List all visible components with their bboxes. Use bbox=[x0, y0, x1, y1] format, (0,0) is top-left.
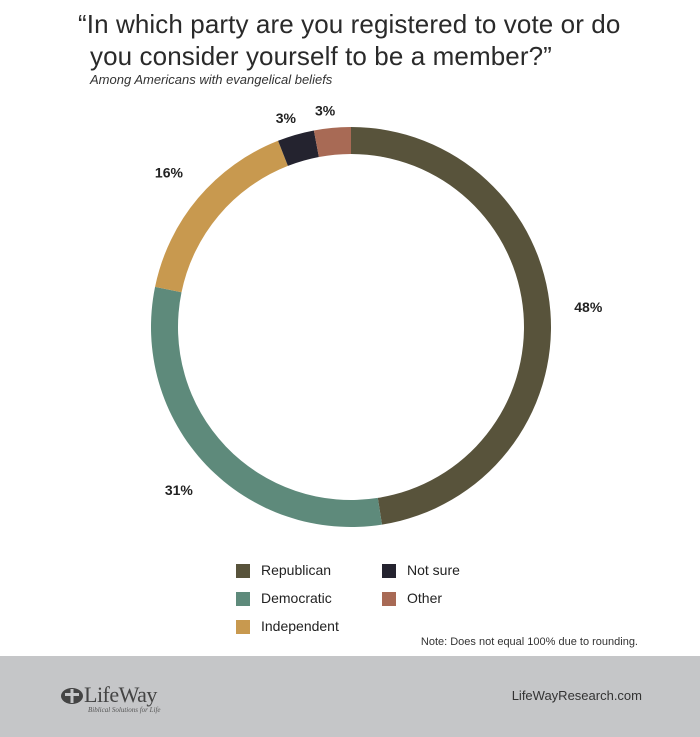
data-label-not-sure: 3% bbox=[276, 110, 297, 126]
legend-swatch-democratic bbox=[236, 592, 250, 606]
donut-slice-republican bbox=[351, 127, 551, 525]
legend-label-independent: Independent bbox=[261, 618, 339, 634]
footer: LifeWay Biblical Solutions for Life Life… bbox=[0, 656, 700, 737]
lifeway-logo: LifeWay Biblical Solutions for Life bbox=[60, 682, 200, 716]
logo-tagline: Biblical Solutions for Life bbox=[88, 706, 161, 714]
donut-slice-democratic bbox=[151, 286, 382, 527]
data-label-democratic: 31% bbox=[165, 482, 194, 498]
logo-text: LifeWay bbox=[84, 682, 157, 707]
chart-title-line-1: “In which party are you registered to vo… bbox=[78, 9, 621, 39]
donut-slice-independent bbox=[155, 140, 288, 293]
chart-title-line-2: you consider yourself to be a member?” bbox=[90, 41, 552, 71]
logo-mark-icon bbox=[61, 688, 83, 704]
legend-swatch-independent bbox=[236, 620, 250, 634]
rounding-note: Note: Does not equal 100% due to roundin… bbox=[420, 636, 638, 648]
data-label-republican: 48% bbox=[574, 299, 603, 315]
site-url: LifeWayResearch.com bbox=[511, 688, 642, 703]
donut-chart: 48% 31% 16% 3% 3% bbox=[151, 103, 603, 527]
chart-title: “In which party are you registered to vo… bbox=[78, 8, 638, 72]
chart-subtitle: Among Americans with evangelical beliefs bbox=[90, 72, 333, 87]
legend-swatch-not-sure bbox=[382, 564, 396, 578]
donut-slice-not-sure bbox=[278, 130, 319, 166]
data-label-independent: 16% bbox=[155, 164, 184, 180]
legend-label-republican: Republican bbox=[261, 562, 332, 578]
data-label-other: 3% bbox=[315, 103, 336, 119]
legend-label-other: Other bbox=[407, 590, 443, 606]
legend-swatch-other bbox=[382, 592, 396, 606]
legend-label-democratic: Democratic bbox=[261, 590, 332, 606]
donut-slice-other bbox=[313, 127, 351, 158]
legend-swatch-republican bbox=[236, 564, 250, 578]
legend-label-not-sure: Not sure bbox=[407, 562, 460, 578]
